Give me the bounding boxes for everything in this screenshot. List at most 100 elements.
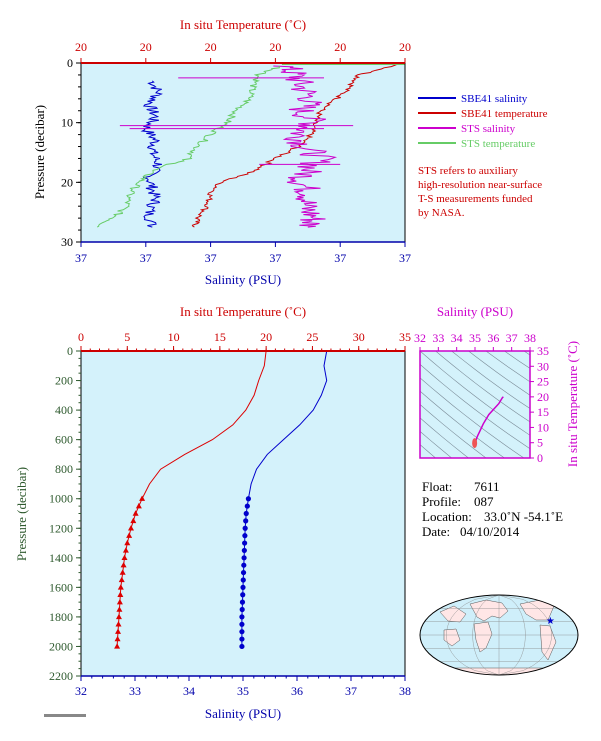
ts-sal-tick-label: 35 (469, 331, 481, 345)
sts-note-line: STS refers to auxiliary (418, 165, 518, 177)
salinity-marker (239, 636, 245, 642)
main-temp-tick-label: 0 (78, 330, 84, 344)
main-pressure-tick-label: 600 (55, 433, 73, 447)
profile-label: Profile: (422, 494, 461, 509)
main-sal-tick-label: 37 (345, 684, 357, 698)
temperature-marker (126, 532, 133, 538)
top-series-line-0 (140, 80, 163, 228)
temperature-marker (114, 643, 121, 649)
map-meridian (446, 594, 500, 676)
temperature-marker (139, 495, 146, 501)
main-panel-ticks: 0 5 10 15 20 25 30 35 32 33 34 35 36 37 38 0 200 400 600 80… (49, 330, 411, 698)
float-value: 7611 (474, 479, 500, 494)
ts-sal-tick-label: 37 (506, 331, 518, 345)
top-series-line-3 (96, 65, 280, 228)
main-pressure-axis-title: Pressure (decibar) (14, 467, 29, 561)
main-pressure-tick-label: 800 (55, 462, 73, 476)
top-temp-tick-label: 20 (205, 40, 217, 54)
main-pressure-tick-label: 1200 (49, 521, 73, 535)
ts-deep-cluster (472, 438, 478, 449)
temperature-marker (121, 554, 128, 561)
main-temp-tick-label: 30 (353, 330, 365, 344)
map-graticule (420, 594, 578, 676)
top-temp-tick-label: 20 (399, 40, 411, 54)
salinity-marker (242, 533, 248, 539)
salinity-marker (240, 577, 246, 583)
top-panel-ticks: 20 20 20 20 20 20 37 37 37 37 37 37 0 10 20 30 (61, 40, 411, 265)
float-label: Float: (422, 479, 452, 494)
main-temp-tick-label: 10 (168, 330, 180, 344)
temperature-marker (116, 598, 123, 605)
temperature-marker (135, 502, 142, 509)
salinity-marker (242, 540, 248, 546)
date-label: Date: (422, 524, 450, 539)
ts-contour-line (420, 377, 525, 458)
sts-note-line: T-S measurements funded (418, 193, 533, 205)
legend-label: STS salinity (461, 123, 516, 135)
temperature-marker (115, 613, 122, 620)
temperature-marker (127, 525, 134, 531)
main-pressure-tick-label: 2200 (49, 669, 73, 683)
top-series-line-1 (191, 62, 406, 228)
salinity-marker (239, 621, 245, 627)
top-panel-pressure-axis-title: Pressure (decibar) (32, 105, 47, 199)
world-location-map: ★ (419, 594, 579, 676)
top-sal-tick-label: 37 (75, 251, 87, 265)
date-value: 04/10/2014 (460, 524, 520, 539)
ts-contour-line (503, 351, 530, 369)
ts-contour-line (485, 351, 530, 383)
ts-contour-line (420, 404, 487, 458)
float-location-star-icon: ★ (546, 616, 555, 627)
legend-label: SBE41 temperature (461, 108, 548, 120)
map-border (419, 594, 579, 676)
full-depth-profile-chart: 0 5 10 15 20 25 30 35 32 33 34 35 36 37 38 0 200 400 600 80… (14, 304, 411, 721)
temperature-marker (115, 621, 122, 627)
main-pressure-tick-label: 400 (55, 403, 73, 417)
salinity-marker (240, 592, 246, 598)
ts-contour-line (420, 431, 453, 458)
top-panel-temperature-axis-title: In situ Temperature (˚C) (180, 17, 306, 32)
top-pressure-tick-label: 10 (61, 116, 73, 130)
top-plot-area (81, 63, 405, 242)
sts-note-line: high-resolution near-surface (418, 179, 542, 191)
salinity-marker (241, 562, 247, 568)
map-meridian (498, 594, 552, 676)
main-sal-tick-label: 34 (183, 684, 195, 698)
ts-contour-line (420, 351, 530, 436)
main-sal-tick-label: 36 (291, 684, 303, 698)
legend-label: STS temperature (461, 138, 535, 150)
salinity-marker (239, 643, 245, 650)
ts-density-contours (420, 351, 530, 458)
main-temp-tick-label: 35 (399, 330, 411, 344)
top-panel-salinity-axis-title: Salinity (PSU) (205, 272, 281, 287)
main-plot-area (81, 351, 405, 676)
ts-temp-tick-label: 0 (537, 451, 543, 465)
temperature-marker (118, 576, 125, 583)
main-pressure-tick-label: 200 (55, 374, 73, 388)
location-value: 33.0˚N -54.1˚E (484, 509, 563, 524)
location-label: Location: (422, 509, 472, 524)
main-temp-tick-label: 20 (260, 330, 272, 344)
top-temp-tick-label: 20 (334, 40, 346, 54)
temperature-marker (120, 562, 127, 568)
profile-value: 087 (474, 494, 494, 509)
temperature-marker (116, 606, 123, 612)
main-sal-tick-label: 38 (399, 684, 411, 698)
main-pressure-tick-label: 1000 (49, 492, 73, 506)
near-surface-profile-chart: 20 20 20 20 20 20 37 37 37 37 37 37 0 10 20 30 In situ … (32, 17, 411, 287)
salinity-marker (239, 614, 245, 620)
main-temperature-axis-title: In situ Temperature (˚C) (180, 304, 306, 319)
main-temp-tick-label: 25 (306, 330, 318, 344)
ts-salinity-axis-title: Salinity (PSU) (437, 304, 513, 319)
ts-temp-tick-label: 30 (537, 359, 549, 373)
salinity-marker (239, 629, 245, 635)
ts-contour-line (451, 351, 530, 409)
ts-temperature-axis-title: In situ Temperature (˚C) (565, 341, 580, 467)
temperature-marker (115, 628, 122, 634)
salinity-marker (241, 547, 247, 554)
ts-temp-tick-label: 10 (537, 420, 549, 434)
top-sal-tick-label: 37 (334, 251, 346, 265)
